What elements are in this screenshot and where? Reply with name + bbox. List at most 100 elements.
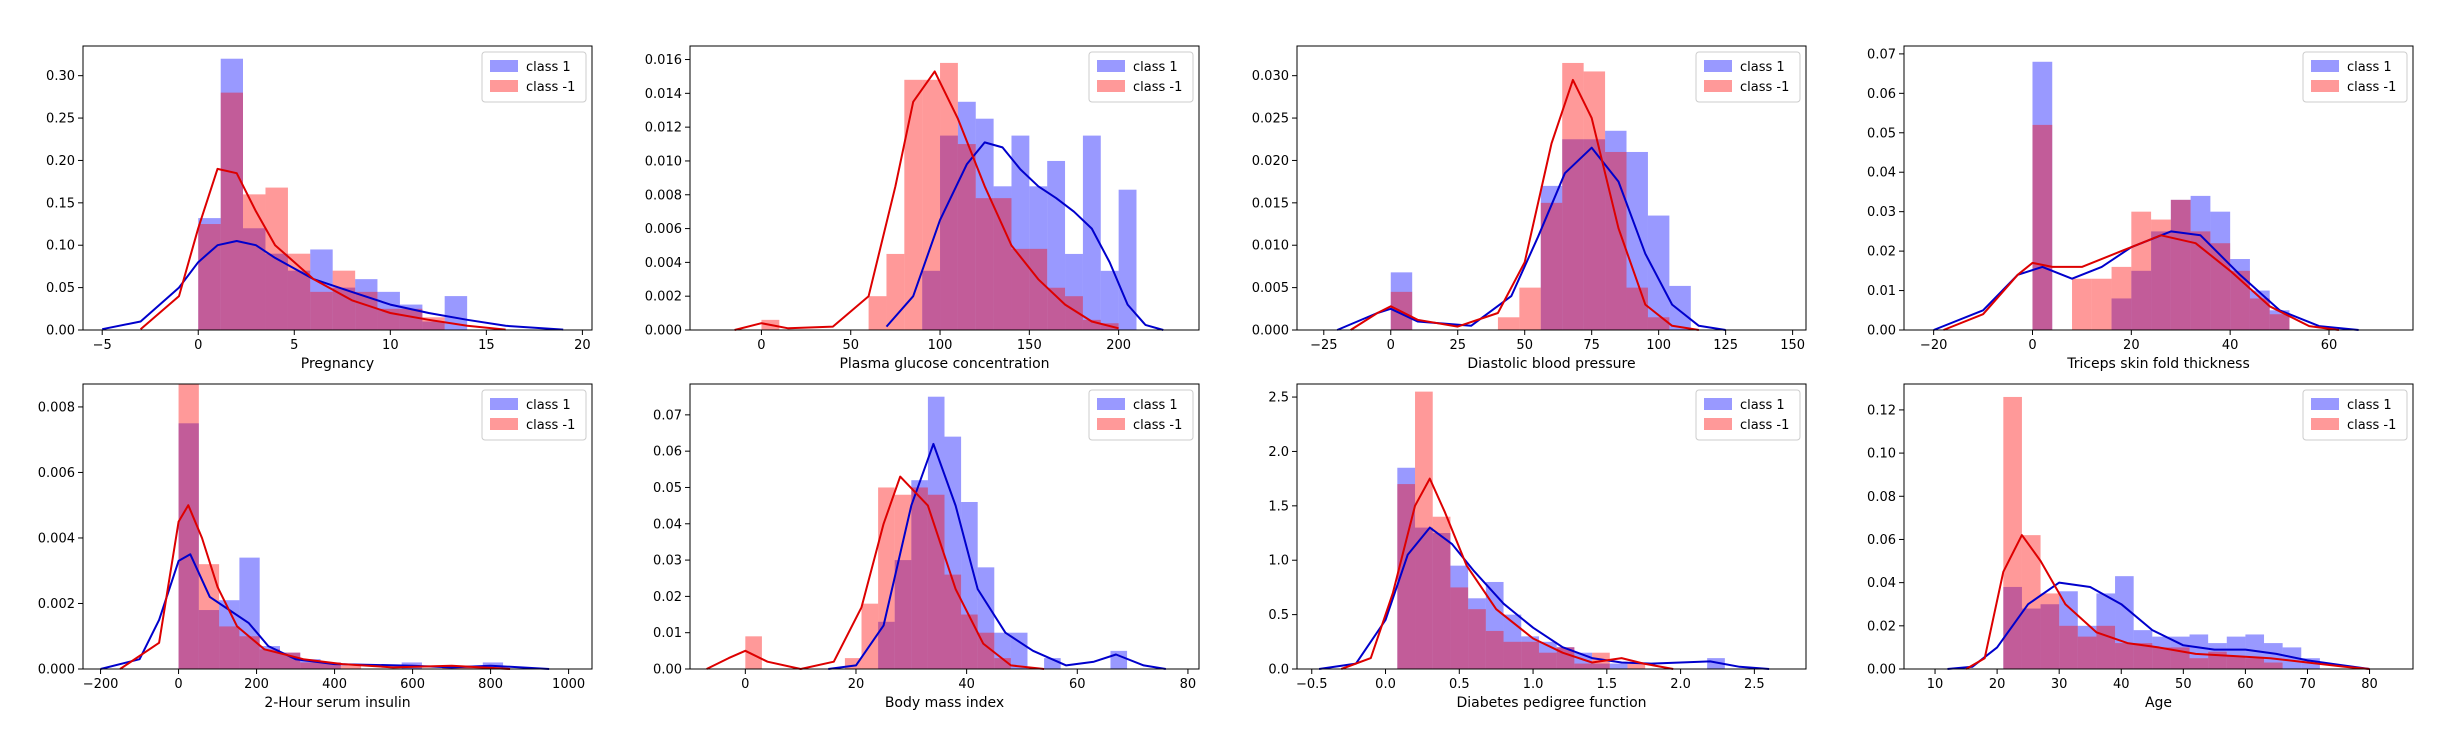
histogram-bar-class-neg1	[178, 384, 199, 669]
histogram-bar-class-neg1	[2230, 270, 2250, 330]
histogram-bar-class1	[1450, 565, 1469, 669]
histogram-bar-class-neg1	[940, 62, 958, 331]
y-tick-label: 0.03	[653, 554, 682, 569]
histogram-bar-class1	[2021, 608, 2041, 669]
x-tick-label: −0.5	[1296, 677, 1328, 692]
histogram-bar-class1	[2264, 643, 2283, 669]
axes-frame	[82, 383, 593, 670]
histogram-bar-class-neg1	[993, 198, 1012, 330]
histogram-bar-class1	[1468, 598, 1486, 669]
axes-frame	[689, 383, 1200, 670]
y-tick-label: 0.002	[645, 290, 682, 305]
x-tick-label: 100	[1646, 338, 1671, 353]
y-tick-label: 0.05	[46, 281, 75, 296]
x-tick-label: 20	[1989, 677, 2006, 692]
x-tick-label: 15	[478, 338, 495, 353]
histogram-bar-class1	[1583, 139, 1606, 330]
histogram-bar-class-neg1	[994, 658, 1011, 669]
y-tick-label: 0.002	[38, 597, 75, 612]
histogram-bar-class-neg1	[399, 308, 423, 330]
y-tick-label: 0.000	[645, 324, 682, 339]
histogram-bar-class-neg1	[332, 270, 356, 330]
histogram-bar-class1	[2226, 636, 2246, 669]
legend-swatch-class1	[1704, 398, 1732, 410]
kde-line-class1	[1336, 146, 1726, 331]
x-axis-label: Diabetes pedigree function	[1456, 695, 1646, 711]
legend-box	[481, 51, 587, 103]
legend-label: class -1	[1740, 80, 1789, 95]
legend-label: class -1	[2347, 80, 2396, 95]
histogram-bar-class1	[2210, 211, 2231, 330]
x-axis-label: Age	[2145, 695, 2172, 711]
histogram-bar-class1	[1669, 285, 1691, 330]
x-tick-label: 10	[382, 338, 399, 353]
histogram-bar-class-neg1	[1415, 391, 1433, 669]
histogram-bar-class-neg1	[2059, 625, 2078, 669]
kde-line-class-neg1	[1943, 234, 2340, 331]
histogram-bar-class-neg1	[242, 194, 266, 330]
histogram-bar-class1	[2190, 195, 2211, 330]
y-tick-label: 0.04	[1867, 166, 1896, 181]
kde-line-class1	[828, 442, 1166, 670]
histogram-bar-class1	[2249, 290, 2270, 330]
histogram-bar-class1	[444, 296, 468, 330]
kde-line-class-neg1	[1350, 78, 1699, 331]
x-tick-label: 30	[2051, 677, 2068, 692]
legend-box	[1088, 389, 1194, 441]
histogram-bar-class-neg1	[975, 198, 994, 330]
histogram-bar-class-neg1	[300, 662, 321, 669]
x-axis-label: Diastolic blood pressure	[1467, 356, 1635, 372]
histogram-bar-class-neg1	[911, 487, 928, 669]
x-tick-label: 40	[958, 677, 975, 692]
x-tick-label: 2.0	[1670, 677, 1691, 692]
legend-box	[2302, 51, 2408, 103]
x-tick-label: 2.5	[1744, 677, 1765, 692]
x-tick-label: 200	[1106, 338, 1131, 353]
histogram-bar-class1	[1010, 632, 1028, 669]
histogram-bar-class1	[310, 249, 333, 330]
histogram-bar-class1	[1432, 533, 1451, 669]
histogram-bar-class-neg1	[894, 494, 912, 669]
y-tick-label: 0.04	[1867, 576, 1896, 591]
chart-panel-4: −20 0 20 40 60 0.00 0.01 0.02 0.03 0.04 0.05 0.06 0.…	[1867, 45, 2414, 372]
legend-swatch-class1	[1097, 398, 1125, 410]
legend-label: class -1	[2347, 418, 2396, 433]
histogram-bar-class-neg1	[1065, 296, 1083, 330]
chart-panel-5: −200 0 200 400 600 800 1000 0.000 0.002 0.004 0.00…	[38, 383, 593, 711]
y-tick-label: 2.0	[1268, 445, 1289, 460]
y-tick-label: 0.00	[1867, 663, 1896, 678]
x-tick-label: 600	[400, 677, 425, 692]
y-tick-label: 0.020	[1252, 154, 1289, 169]
legend-swatch-class-neg1	[490, 80, 518, 92]
legend-label: class 1	[526, 398, 571, 413]
legend: class 1 class -1	[481, 389, 587, 441]
legend-swatch-class-neg1	[2311, 80, 2339, 92]
histogram-bar-class1	[1065, 253, 1083, 330]
chart-panel-2: 0 50 100 150 200 0.000 0.002 0.004 0.006 0.008 0.0…	[645, 45, 1200, 372]
legend-label: class 1	[1740, 398, 1785, 413]
kde-line-class1	[100, 553, 550, 670]
legend: class 1 class -1	[1695, 389, 1801, 441]
y-tick-label: 0.004	[38, 531, 75, 546]
histogram-bar-class-neg1	[844, 658, 862, 669]
histogram-bar-class1	[1592, 663, 1610, 669]
histogram-bar-class-neg1	[878, 487, 895, 669]
y-tick-label: 0.30	[46, 69, 75, 84]
histogram-bar-class-neg1	[1029, 248, 1048, 330]
histogram-bar-class1	[1044, 658, 1061, 669]
histogram-bar-class-neg1	[868, 296, 887, 330]
histogram-bar-class1	[1647, 215, 1670, 330]
histogram-bar-class-neg1	[2077, 636, 2097, 669]
x-tick-label: 70	[2299, 677, 2316, 692]
histogram-bar-class-neg1	[2226, 656, 2246, 669]
histogram-bar-class1	[2003, 586, 2022, 669]
histogram-bar-class1	[1503, 614, 1522, 669]
histogram-bar-class1	[2131, 270, 2152, 330]
y-tick-label: 0.5	[1268, 608, 1289, 623]
y-tick-label: 0.06	[1867, 87, 1896, 102]
histogram-bar-class1	[1485, 581, 1504, 669]
x-tick-label: 200	[244, 677, 269, 692]
histogram-bar-class1	[2152, 636, 2171, 669]
x-tick-label: 0	[194, 338, 202, 353]
histogram-bar-class-neg1	[1647, 317, 1670, 330]
